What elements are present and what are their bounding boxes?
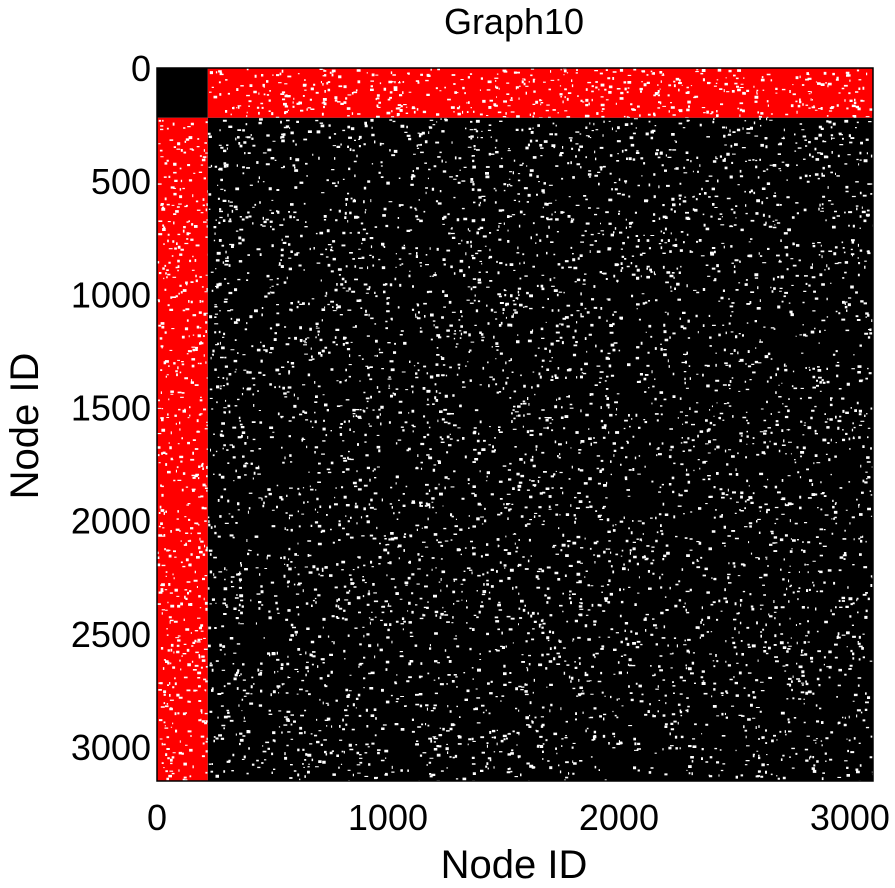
y-tick-label: 1000 [71, 274, 151, 315]
x-tick-label: 1000 [348, 797, 428, 838]
block-core-periphery [207, 68, 874, 120]
block-core-core [157, 68, 208, 118]
y-axis-label: Node ID [3, 353, 47, 500]
plot-frame [156, 67, 874, 782]
block-fill [207, 117, 874, 782]
x-tick-label: 2000 [579, 797, 659, 838]
x-tick-label: 0 [147, 797, 167, 838]
y-tick-label: 1500 [71, 388, 151, 429]
x-tick-label: 3000 [810, 797, 890, 838]
block-periphery-periphery [207, 117, 877, 784]
sparsity-gaps [157, 119, 212, 783]
block-periphery-core [157, 117, 212, 783]
block-fill [157, 68, 208, 118]
y-tick-label: 0 [131, 48, 151, 89]
y-tick-label: 2500 [71, 614, 151, 655]
y-tick-label: 500 [91, 161, 151, 202]
plot-area [157, 68, 877, 784]
y-tick-label: 2000 [71, 501, 151, 542]
chart-title: Graph10 [444, 1, 584, 42]
x-axis-ticks: 0 1000 2000 3000 [147, 797, 890, 838]
x-axis-label: Node ID [441, 843, 588, 887]
sparsity-gaps [207, 117, 877, 784]
y-tick-label: 3000 [71, 727, 151, 768]
y-axis-ticks: 0 500 1000 1500 2000 2500 3000 [71, 48, 151, 768]
block-fill [157, 117, 208, 782]
